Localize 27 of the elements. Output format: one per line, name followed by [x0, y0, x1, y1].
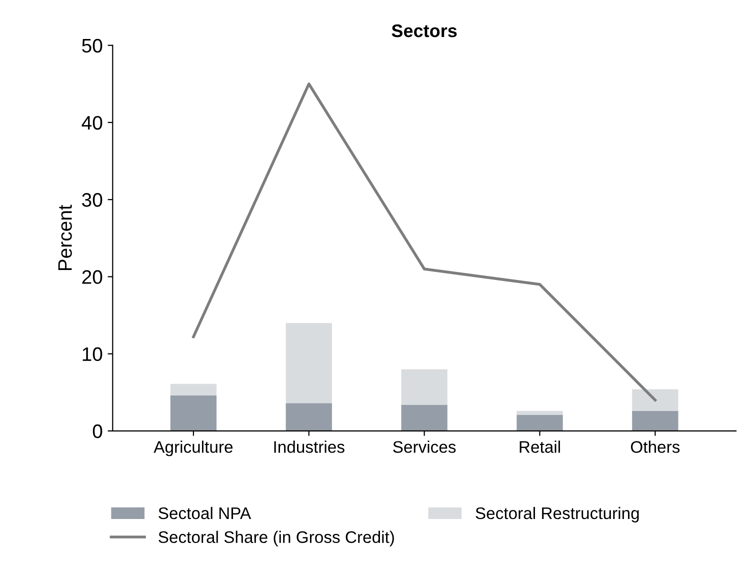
y-tick-label: 10 — [82, 347, 102, 362]
bar — [401, 404, 448, 431]
bar — [286, 322, 332, 404]
x-tick-label: Retail — [520, 440, 560, 453]
x-tick-label: Services — [393, 440, 456, 453]
x-tick-label: Others — [630, 440, 680, 453]
y-tick-label: 50 — [82, 38, 102, 53]
legend-label: Sectoral Share (in Gross Credit) — [158, 530, 394, 546]
y-tick-label: 20 — [82, 270, 102, 284]
y-tick-label: 40 — [82, 116, 102, 130]
bar — [170, 384, 217, 396]
chart-title: Sectors — [392, 24, 457, 38]
x-tick-label: Industries — [274, 440, 344, 453]
bar — [632, 410, 678, 431]
x-tick-label: Agriculture — [154, 440, 233, 456]
y-tick-label: 0 — [92, 424, 102, 438]
bar — [516, 414, 563, 431]
bar — [632, 389, 678, 411]
bar — [286, 403, 332, 431]
line-series — [192, 82, 657, 402]
legend-label: Sectoral Restructuring — [476, 506, 639, 522]
bar — [401, 369, 448, 405]
bar — [516, 410, 563, 415]
bar — [170, 395, 217, 431]
y-tick-label: 30 — [82, 193, 102, 207]
legend-label: Sectoal NPA — [158, 506, 252, 520]
y-axis-title: Percent — [58, 204, 72, 270]
